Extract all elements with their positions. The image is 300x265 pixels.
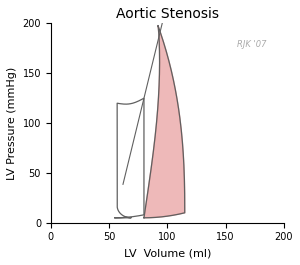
Title: Aortic Stenosis: Aortic Stenosis [116,7,219,21]
Polygon shape [144,25,185,218]
Text: RJK '07: RJK '07 [237,41,267,49]
X-axis label: LV  Volume (ml): LV Volume (ml) [124,248,211,258]
Polygon shape [115,98,144,218]
Y-axis label: LV Pressure (mmHg): LV Pressure (mmHg) [7,67,17,180]
